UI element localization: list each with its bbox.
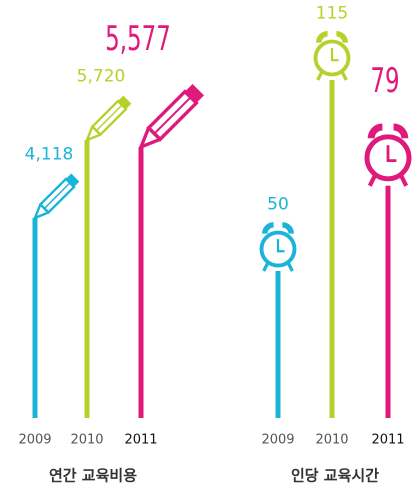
chart-title: 연간 교육비용 [49,467,137,485]
clock-leg [316,70,324,81]
category-label: 2009 [261,433,294,448]
clock-leg [286,261,294,272]
clock-leg [398,173,409,187]
pencil-eraser [117,95,132,110]
value-label: 115 [316,4,348,24]
clock-icon [364,123,412,187]
chart-title: 인당 교육시간 [291,467,379,485]
pencil-icon [33,173,80,220]
clock-hands [276,239,285,253]
value-label: 5,577 [105,19,171,59]
pencil-eraser [65,173,80,187]
pencil-stripe [43,182,71,209]
value-label: 4,118 [25,144,74,164]
clock-hands [386,145,397,163]
pencil-stripe [153,96,192,135]
clock-hands [330,48,339,62]
clock-icon [259,222,297,272]
pencil-icon [85,95,132,142]
clock-bells [262,222,294,234]
value-label: 50 [267,195,289,215]
category-label: 2009 [18,433,51,448]
value-label: 5,720 [77,66,126,86]
pencil-icon [139,83,205,149]
pencil-eraser [184,83,205,104]
value-label: 79 [370,61,399,101]
clock-bells [316,31,348,43]
pencil-stripe [95,104,123,132]
chart: 50 2009 115 2010 79 2011 인당 교육시간 [259,4,412,485]
category-label: 2010 [315,433,348,448]
clock-leg [367,173,378,187]
clock-leg [340,70,348,81]
category-label: 2011 [124,433,157,448]
category-label: 2010 [70,433,103,448]
clock-icon [313,31,351,81]
clock-bells [367,123,409,139]
category-label: 2011 [371,433,404,448]
clock-leg [262,261,270,272]
chart: 4,118 2009 5,720 2010 5,577 2011 연간 교육비용 [18,19,205,485]
